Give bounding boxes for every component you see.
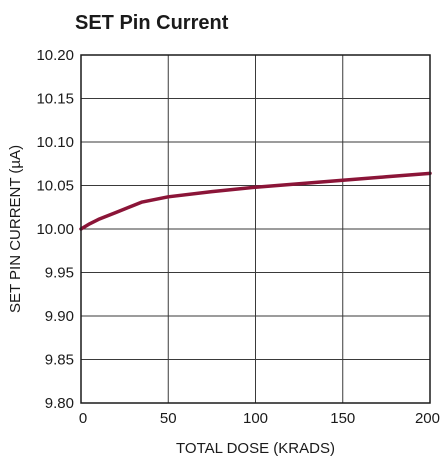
series-line (79, 171, 432, 231)
y-axis-label: SET PIN CURRENT (µA) (7, 145, 24, 313)
chart-title: SET Pin Current (75, 12, 229, 34)
x-axis-label: TOTAL DOSE (KRADS) (176, 440, 335, 457)
x-tick-label: 200 (415, 410, 440, 427)
y-tick-label: 10.05 (36, 178, 74, 195)
grid (80, 54, 431, 404)
x-tick-labels: 0 50 100 150 200 (79, 410, 440, 427)
y-tick-labels: 10.20 10.15 10.10 10.05 10.00 9.95 9.90 9.85 9.8… (36, 47, 74, 412)
plot-frame (80, 54, 431, 404)
y-tick-label: 9.85 (45, 352, 74, 369)
x-tick-label: 100 (243, 410, 268, 427)
x-tick-label: 50 (160, 410, 177, 427)
y-tick-label: 10.10 (36, 134, 74, 151)
y-tick-label: 10.00 (36, 221, 74, 238)
y-tick-label: 9.95 (45, 265, 74, 282)
y-tick-label: 10.15 (36, 91, 74, 108)
x-tick-label: 150 (330, 410, 355, 427)
y-tick-label: 9.90 (45, 308, 74, 325)
y-tick-label: 10.20 (36, 47, 74, 64)
x-tick-label: 0 (79, 410, 87, 427)
y-tick-label: 9.80 (45, 395, 74, 412)
